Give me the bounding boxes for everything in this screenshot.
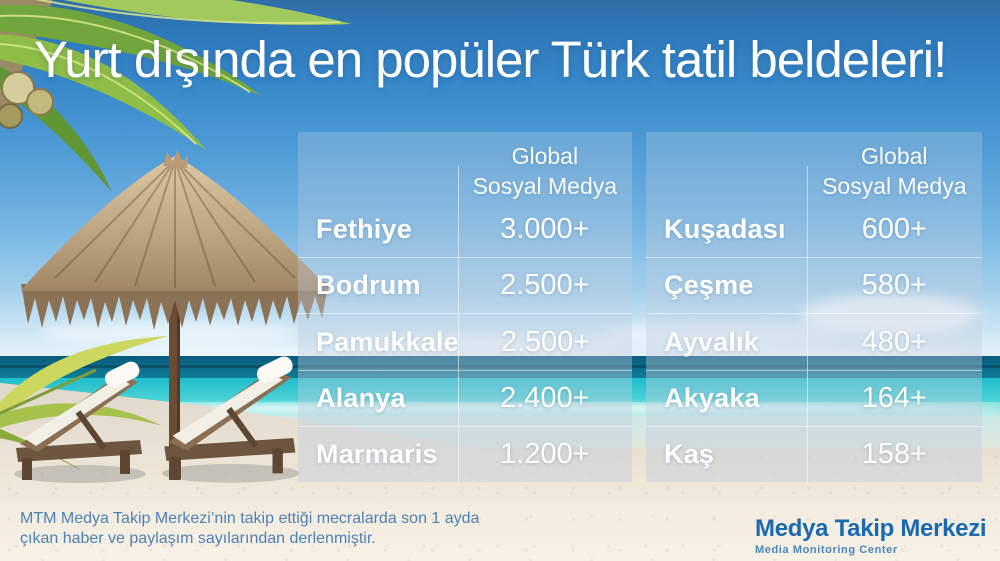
- column-divider: [457, 166, 459, 482]
- cloud: [600, 322, 840, 346]
- column-divider: [806, 166, 808, 482]
- sand-background: [0, 448, 1000, 561]
- destination-value: 3.000+: [500, 213, 590, 246]
- column-header-line2: Sosyal Medya: [472, 173, 618, 199]
- page-title: Yurt dışında en popüler Türk tatil belde…: [34, 31, 947, 88]
- umbrella-pole: [169, 300, 180, 480]
- sea-horizon-band: [0, 356, 1000, 378]
- destination-name: Pamukkale: [316, 326, 459, 357]
- table-rows: Kuşadası 600+ Çeşme 580+ Ayvalık 480+ Ak…: [646, 202, 982, 482]
- table-rows: Fethiye 3.000+ Bodrum 2.500+ Pamukkale 2…: [298, 202, 632, 482]
- mtm-logo: Medya Takip Merkezi Media Monitoring Cen…: [755, 515, 987, 556]
- destination-value: 158+: [861, 437, 927, 470]
- destination-value: 2.500+: [500, 325, 591, 358]
- footnote-line1: MTM Medya Takip Merkezi’nin takip ettiği…: [20, 510, 480, 527]
- destination-name: Bodrum: [316, 270, 421, 301]
- palm-tree-graphic: [0, 0, 352, 192]
- table-row: Marmaris 1.200+: [298, 425, 632, 482]
- thatched-umbrella-graphic: [21, 150, 329, 480]
- destination-value: 600+: [861, 213, 927, 246]
- destination-name: Akyaka: [664, 382, 760, 413]
- table-row: Kaş 158+: [646, 425, 982, 482]
- table-row: Kuşadası 600+: [646, 202, 982, 257]
- column-header-global-sosyal-medya: Global Sosyal Medya: [807, 141, 982, 201]
- cloud: [330, 336, 630, 354]
- destination-value: 480+: [861, 325, 927, 358]
- destination-value: 2.400+: [500, 381, 590, 414]
- table-row: Fethiye 3.000+: [298, 202, 632, 257]
- column-header-line2: Sosyal Medya: [822, 173, 967, 199]
- destination-name: Fethiye: [316, 214, 412, 245]
- table-row: Ayvalık 480+: [646, 313, 982, 369]
- column-header-global-sosyal-medya: Global Sosyal Medya: [458, 141, 632, 201]
- surf-foam: [0, 404, 1000, 412]
- destination-name: Kaş: [664, 438, 715, 469]
- coconuts: [0, 71, 54, 129]
- destination-value: 580+: [861, 269, 927, 302]
- destination-name: Çeşme: [664, 270, 754, 301]
- column-header-line1: Global: [861, 143, 928, 169]
- lounger: [162, 356, 300, 483]
- lounger: [14, 361, 146, 483]
- table-panel-right: Global Sosyal Medya Kuşadası 600+ Çeşme …: [646, 132, 982, 482]
- destination-name: Marmaris: [316, 438, 438, 469]
- table-row: Alanya 2.400+: [298, 369, 632, 426]
- footnote-line2: çıkan haber ve paylaşım sayılarından der…: [20, 530, 376, 547]
- destination-value: 164+: [861, 381, 927, 414]
- destination-value: 2.500+: [500, 269, 590, 302]
- destination-name: Ayvalık: [664, 326, 759, 357]
- destination-value: 1.200+: [500, 437, 590, 470]
- table-panel-left: Global Sosyal Medya Fethiye 3.000+ Bodru…: [298, 132, 632, 482]
- logo-subtitle: Media Monitoring Center: [755, 544, 898, 556]
- cloud: [800, 294, 980, 336]
- table-row: Akyaka 164+: [646, 369, 982, 426]
- logo-title: Medya Takip Merkezi: [755, 515, 987, 542]
- beach-loungers-graphic: [14, 356, 300, 483]
- table-row: Pamukkale 2.500+: [298, 313, 632, 369]
- footnote: MTM Medya Takip Merkezi’nin takip ettiği…: [20, 509, 480, 549]
- table-row: Çeşme 580+: [646, 257, 982, 313]
- column-header-line1: Global: [511, 143, 579, 169]
- sea-turquoise-band: [0, 378, 1000, 402]
- destination-name: Kuşadası: [664, 214, 786, 245]
- table-row: Bodrum 2.500+: [298, 257, 632, 313]
- destination-name: Alanya: [316, 382, 406, 413]
